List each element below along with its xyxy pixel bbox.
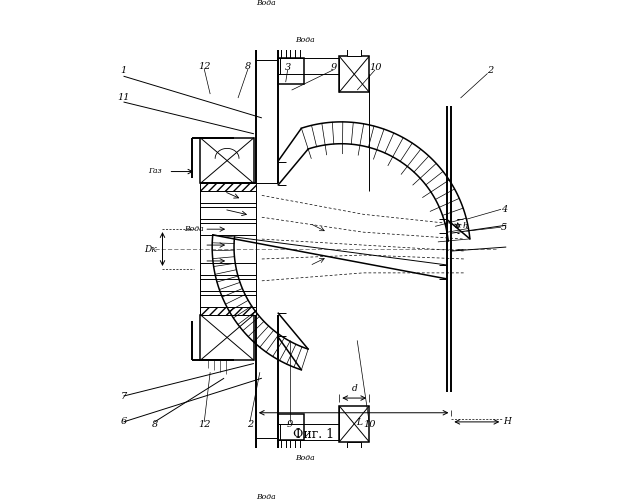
Text: Dк: Dк [144, 244, 157, 254]
Bar [200, 192, 256, 203]
Bar [339, 406, 369, 442]
Text: d: d [351, 384, 357, 393]
Text: 10: 10 [369, 62, 381, 72]
Bar [345, 42, 363, 48]
Text: 11: 11 [117, 92, 130, 102]
Text: 7: 7 [120, 392, 127, 400]
Text: 4: 4 [501, 205, 507, 214]
Text: 8: 8 [152, 420, 157, 429]
Text: 2: 2 [487, 66, 493, 74]
Bar [339, 56, 369, 92]
Bar [200, 208, 256, 219]
Text: L: L [356, 418, 362, 427]
Text: 12: 12 [198, 420, 211, 429]
Text: Вода: Вода [295, 36, 314, 44]
Bar [345, 450, 363, 456]
Bar [278, 414, 303, 440]
Text: Вода: Вода [256, 0, 276, 6]
Text: 8: 8 [245, 62, 251, 70]
Bar [200, 279, 256, 291]
Text: Фиг. 1: Фиг. 1 [293, 428, 334, 440]
Text: Газ: Газ [148, 167, 162, 175]
Text: 2: 2 [247, 420, 253, 429]
Text: 10: 10 [363, 420, 376, 429]
Text: Вода: Вода [295, 454, 314, 462]
Bar [347, 442, 361, 450]
Bar [200, 314, 254, 360]
Bar [200, 223, 256, 235]
Bar [256, 438, 278, 454]
Text: H: H [503, 418, 512, 426]
Text: Вода: Вода [256, 494, 276, 500]
Bar [200, 294, 256, 306]
Bar [278, 58, 303, 84]
Text: 9: 9 [330, 62, 337, 72]
Text: Вода: Вода [184, 225, 204, 233]
Text: 6: 6 [120, 418, 127, 426]
Text: 12: 12 [198, 62, 211, 70]
Bar [256, 44, 278, 60]
Text: 5: 5 [501, 222, 507, 232]
Text: 9: 9 [287, 420, 293, 429]
Text: h: h [463, 222, 468, 230]
Bar [200, 306, 256, 314]
Text: 3: 3 [285, 62, 291, 72]
Text: 1: 1 [120, 66, 127, 74]
Bar [200, 138, 254, 184]
Bar [200, 184, 256, 192]
Bar [200, 263, 256, 275]
Bar [347, 48, 361, 56]
